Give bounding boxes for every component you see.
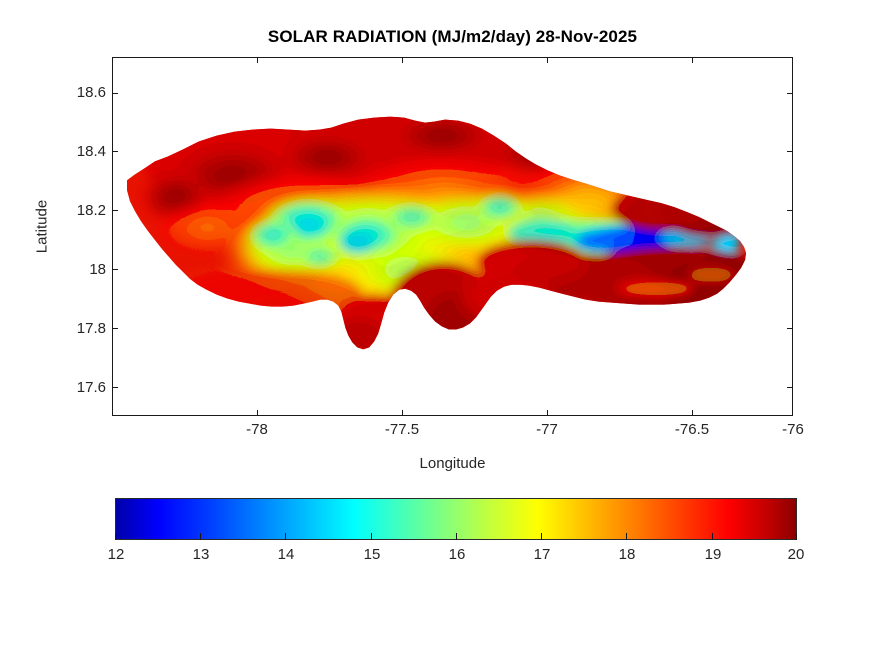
colorbar-label: 17 <box>533 546 551 563</box>
ytick-label: 18.2 <box>76 202 106 219</box>
ytick-mark <box>112 151 118 152</box>
xtick-mark-top <box>257 57 258 63</box>
ytick-mark-right <box>787 387 793 388</box>
ytick-mark <box>112 210 118 211</box>
colorbar-label: 18 <box>618 546 636 563</box>
ytick-label: 18.6 <box>76 84 106 101</box>
ytick-mark-right <box>787 210 793 211</box>
ytick-label: 18.4 <box>76 143 106 160</box>
colorbar-tick <box>200 533 201 540</box>
map-axes[interactable] <box>112 57 793 416</box>
ytick-label: 18 <box>89 261 106 278</box>
xtick-label: -76 <box>782 421 804 438</box>
colorbar-label: 20 <box>787 546 805 563</box>
ytick-mark-right <box>787 151 793 152</box>
colorbar-tick <box>371 533 372 540</box>
xtick-label: -76.5 <box>674 421 710 438</box>
ytick-label: 17.6 <box>76 379 106 396</box>
colorbar-tick <box>541 533 542 540</box>
ytick-mark <box>112 328 118 329</box>
y-axis-label: Latitude <box>33 199 51 254</box>
xtick-mark-top <box>547 57 548 63</box>
colorbar-label: 16 <box>448 546 466 563</box>
colorbar-tick <box>456 533 457 540</box>
x-axis-label: Longitude <box>419 455 486 472</box>
xtick-mark <box>792 410 793 416</box>
solar-radiation-heatmap <box>126 116 747 350</box>
ytick-mark-right <box>787 328 793 329</box>
colorbar-label: 13 <box>192 546 210 563</box>
heatmap-field <box>126 116 747 350</box>
xtick-mark <box>402 410 403 416</box>
xtick-label: -78 <box>246 421 268 438</box>
colorbar-tick <box>115 533 116 540</box>
colorbar-label: 19 <box>704 546 722 563</box>
ytick-mark-right <box>787 93 793 94</box>
colorbar-tick <box>796 533 797 540</box>
colorbar-label: 14 <box>277 546 295 563</box>
ytick-mark <box>112 269 118 270</box>
xtick-mark <box>547 410 548 416</box>
colorbar-tick <box>285 533 286 540</box>
xtick-label: -77 <box>536 421 558 438</box>
xtick-mark <box>692 410 693 416</box>
ytick-label: 17.8 <box>76 320 106 337</box>
xtick-mark <box>257 410 258 416</box>
colorbar-label: 15 <box>363 546 381 563</box>
colorbar-label: 12 <box>107 546 125 563</box>
colorbar-tick <box>626 533 627 540</box>
ytick-mark-right <box>787 269 793 270</box>
colorbar-tick <box>712 533 713 540</box>
ytick-mark <box>112 93 118 94</box>
xtick-mark-top <box>402 57 403 63</box>
xtick-mark-top <box>692 57 693 63</box>
colorbar[interactable] <box>115 498 797 540</box>
ytick-mark <box>112 387 118 388</box>
xtick-label: -77.5 <box>384 421 420 438</box>
page-title: SOLAR RADIATION (MJ/m2/day) 28-Nov-2025 <box>267 27 638 46</box>
